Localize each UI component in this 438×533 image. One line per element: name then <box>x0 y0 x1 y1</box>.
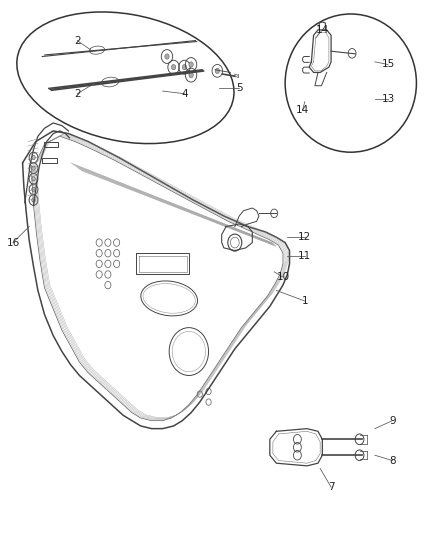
Text: 2: 2 <box>74 36 81 45</box>
Text: 13: 13 <box>381 94 394 104</box>
Text: 4: 4 <box>181 88 187 99</box>
Text: 7: 7 <box>327 482 334 492</box>
Circle shape <box>32 187 35 191</box>
Circle shape <box>32 166 35 170</box>
Text: 9: 9 <box>388 416 395 426</box>
Text: 5: 5 <box>235 83 242 93</box>
Text: 11: 11 <box>297 251 311 261</box>
Circle shape <box>171 64 175 70</box>
Text: 14: 14 <box>295 104 308 115</box>
Text: 10: 10 <box>276 272 289 282</box>
Circle shape <box>32 198 35 202</box>
Text: 1: 1 <box>301 296 307 306</box>
Text: 16: 16 <box>6 238 20 247</box>
Circle shape <box>32 176 35 181</box>
Text: 12: 12 <box>297 232 311 243</box>
Circle shape <box>188 62 193 67</box>
Text: 2: 2 <box>74 88 81 99</box>
Circle shape <box>188 72 193 78</box>
Circle shape <box>182 64 186 70</box>
Text: 15: 15 <box>381 60 394 69</box>
Circle shape <box>32 156 35 160</box>
Text: 14: 14 <box>315 25 328 35</box>
Circle shape <box>164 54 169 59</box>
Text: 8: 8 <box>388 456 395 465</box>
Circle shape <box>215 68 219 74</box>
